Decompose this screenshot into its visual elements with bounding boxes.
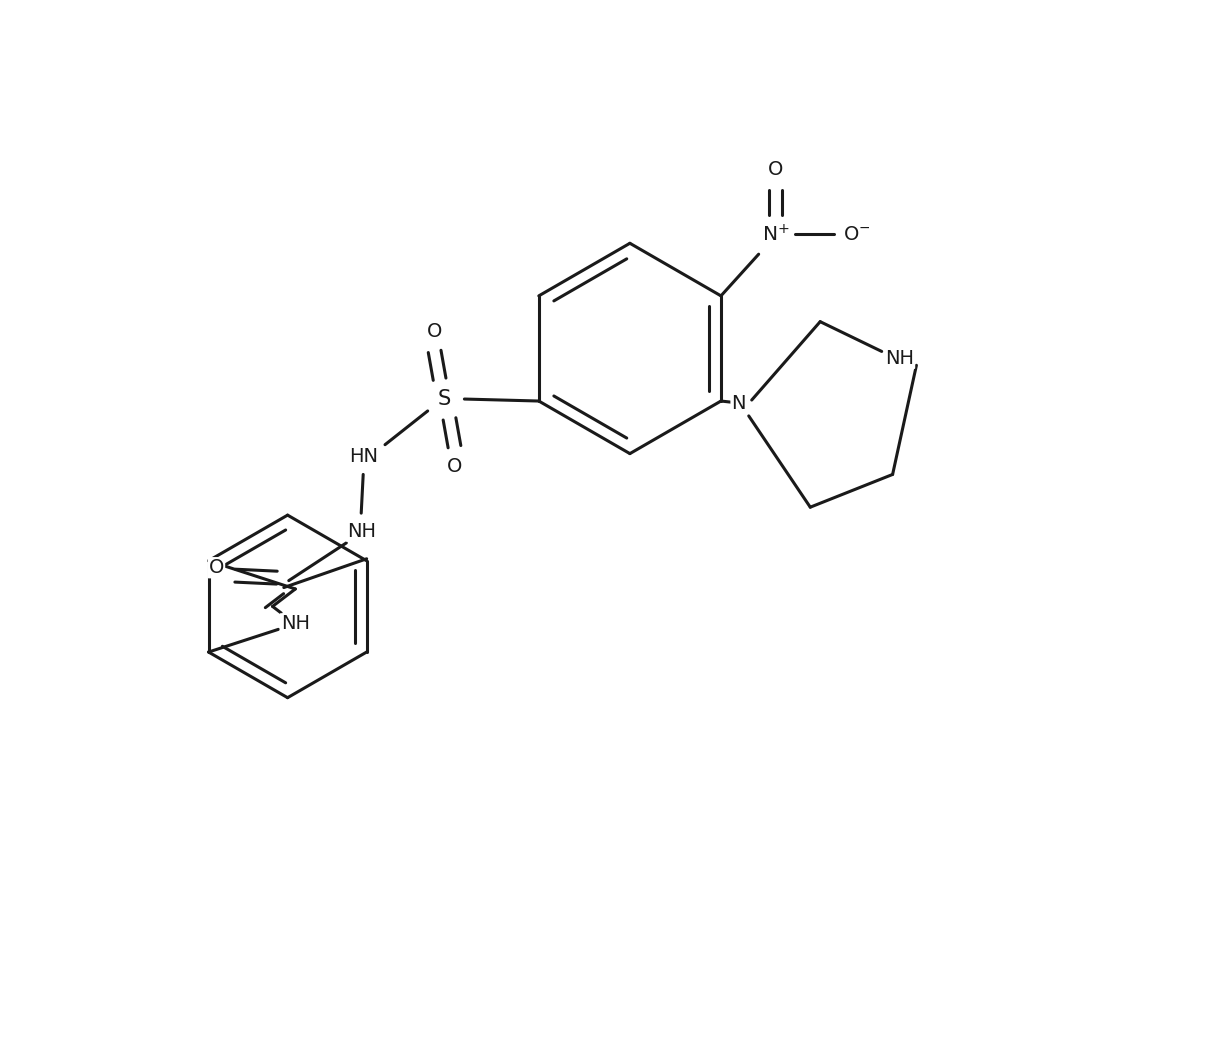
Text: O: O: [427, 322, 442, 341]
Text: O: O: [768, 160, 783, 179]
Text: N: N: [731, 394, 746, 412]
Text: NH: NH: [347, 521, 375, 541]
Text: O: O: [209, 559, 224, 578]
Text: S: S: [438, 389, 452, 409]
Text: N$^{+}$: N$^{+}$: [762, 224, 789, 245]
Text: NH: NH: [281, 614, 310, 633]
Text: O: O: [447, 457, 462, 476]
Text: O$^{-}$: O$^{-}$: [843, 225, 870, 244]
Text: HN: HN: [348, 447, 378, 466]
Text: NH: NH: [885, 348, 915, 367]
